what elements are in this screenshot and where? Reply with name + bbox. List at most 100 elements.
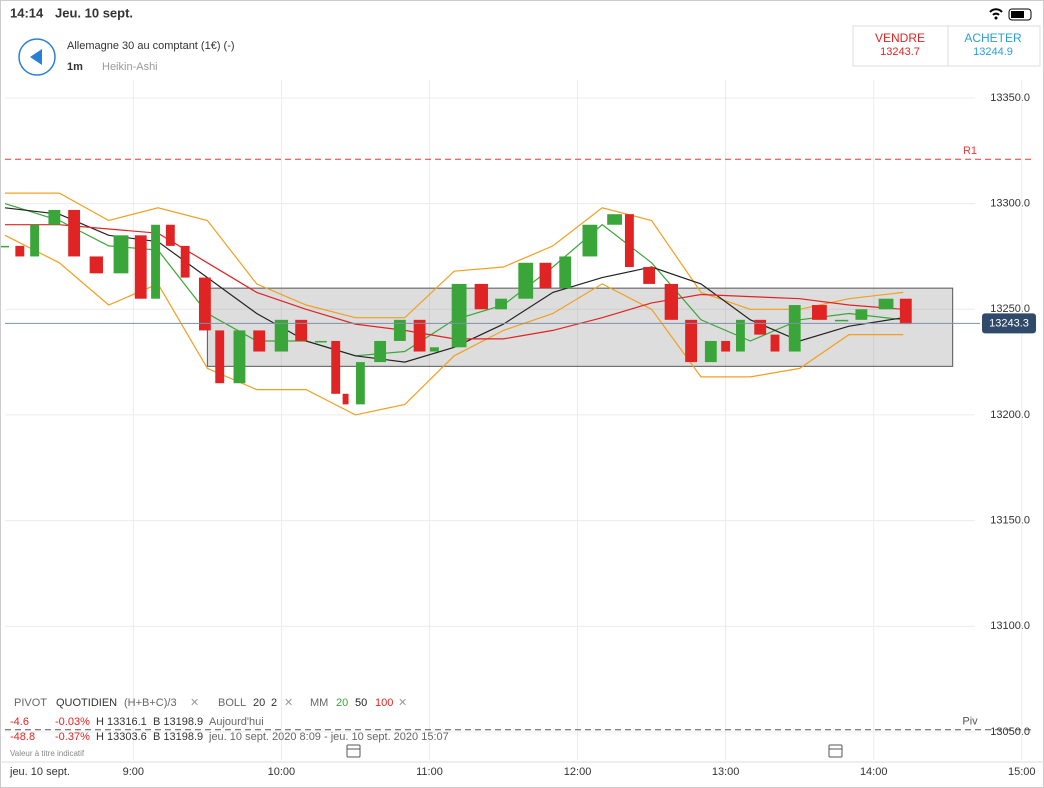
candle (134, 235, 147, 299)
buy-price: 13244.9 (973, 46, 1013, 58)
candle (643, 267, 656, 284)
candle (582, 224, 598, 257)
x-tick-label: 15:00 (1008, 766, 1036, 778)
candle (518, 262, 534, 299)
candle (451, 283, 467, 348)
plot: 13050.0 13100.0 13150.0 13200.0 13250.0 13300… (1, 80, 1036, 778)
y-tick-label: 13350.0 (990, 92, 1030, 104)
candle (429, 347, 439, 352)
low: B 13198.9 (153, 731, 203, 743)
candle (1, 245, 9, 248)
candle (721, 340, 731, 352)
bollinger-band (5, 192, 904, 319)
candle (754, 319, 767, 335)
remove-icon[interactable]: ✕ (284, 697, 293, 709)
candle (878, 298, 894, 310)
status-icons (989, 8, 1032, 21)
candle (68, 209, 81, 257)
candle (624, 214, 634, 268)
y-tick-label: 13150.0 (990, 514, 1030, 526)
candle (495, 298, 507, 310)
change: -48.8 (10, 731, 35, 743)
boll-param: 2 (271, 697, 277, 709)
candle (393, 319, 406, 341)
candle (704, 340, 717, 363)
remove-icon[interactable]: ✕ (398, 697, 407, 709)
high: H 13303.6 (96, 731, 147, 743)
candle (834, 319, 849, 322)
candle (15, 245, 25, 257)
interval[interactable]: 1m (67, 61, 83, 73)
candle (899, 298, 912, 325)
candle (788, 305, 801, 352)
candle (151, 224, 160, 299)
candle (413, 319, 426, 352)
boll-label: BOLL (218, 697, 246, 709)
y-tick-label: 13250.0 (990, 303, 1030, 315)
pivot-label: PIVOT (14, 697, 47, 709)
candle (198, 277, 211, 331)
remove-icon[interactable]: ✕ (190, 697, 199, 709)
high: H 13316.1 (96, 716, 147, 728)
pivot-formula: (H+B+C)/3 (124, 697, 177, 709)
candle (30, 224, 40, 257)
x-tick-label: 10:00 (268, 766, 296, 778)
x-tick-label: 14:00 (860, 766, 888, 778)
chart-style[interactable]: Heikin-Ashi (102, 61, 158, 73)
candle (685, 319, 698, 363)
candle (89, 256, 103, 274)
candle (607, 214, 622, 225)
candle (233, 330, 246, 384)
candle (253, 330, 266, 352)
y-tick-label: 13050.0 (990, 726, 1030, 738)
change-pct: -0.37% (55, 731, 90, 743)
candle (314, 340, 327, 343)
candle (295, 319, 308, 341)
candle (812, 305, 827, 320)
y-tick-label: 13200.0 (990, 409, 1030, 421)
candle (274, 319, 289, 352)
candle (855, 309, 868, 320)
candle (539, 262, 552, 289)
candle (342, 393, 349, 405)
candle (331, 340, 341, 394)
sell-button[interactable]: VENDRE 13243.7 (852, 25, 949, 67)
status-time: 14:14 (10, 5, 44, 20)
indicator-legend: PIVOT QUOTIDIEN (H+B+C)/3 ✕ BOLL 20 2 ✕ … (10, 697, 449, 758)
y-tick-label: 13100.0 (990, 620, 1030, 632)
calendar-icon[interactable] (346, 744, 843, 758)
buy-button[interactable]: ACHETER 13244.9 (947, 25, 1041, 67)
date-label: jeu. 10 sept. (9, 766, 70, 778)
level-label: Piv (962, 716, 978, 728)
candle (374, 340, 387, 363)
pivot-period: QUOTIDIEN (56, 697, 117, 709)
last-price-box (982, 313, 1036, 334)
candle (736, 319, 745, 352)
candle (48, 209, 61, 225)
x-tick-label: 9:00 (123, 766, 144, 778)
period: jeu. 10 sept. 2020 8:09 - jeu. 10 sept. … (208, 731, 449, 743)
change-pct: -0.03% (55, 716, 90, 728)
low: B 13198.9 (153, 716, 203, 728)
back-button[interactable] (18, 38, 56, 76)
instrument-title: Allemagne 30 au comptant (1€) (-) (67, 40, 235, 52)
candle (770, 334, 780, 352)
mm-name: 100 (375, 697, 393, 709)
mm-name: 50 (355, 697, 367, 709)
boll-param: 20 (253, 697, 265, 709)
status-date: Jeu. 10 sept. (55, 5, 133, 20)
candle (474, 283, 488, 310)
buy-label: ACHETER (964, 31, 1022, 45)
last-price-label: 13243.3 (989, 317, 1029, 329)
candle (215, 330, 225, 384)
mm-label: MM (310, 697, 328, 709)
candle (113, 235, 129, 274)
x-tick-label: 13:00 (712, 766, 740, 778)
sell-label: VENDRE (875, 31, 925, 45)
candle (165, 224, 175, 246)
candle (559, 256, 572, 289)
x-tick-label: 11:00 (416, 766, 443, 778)
y-tick-label: 13300.0 (990, 198, 1030, 210)
